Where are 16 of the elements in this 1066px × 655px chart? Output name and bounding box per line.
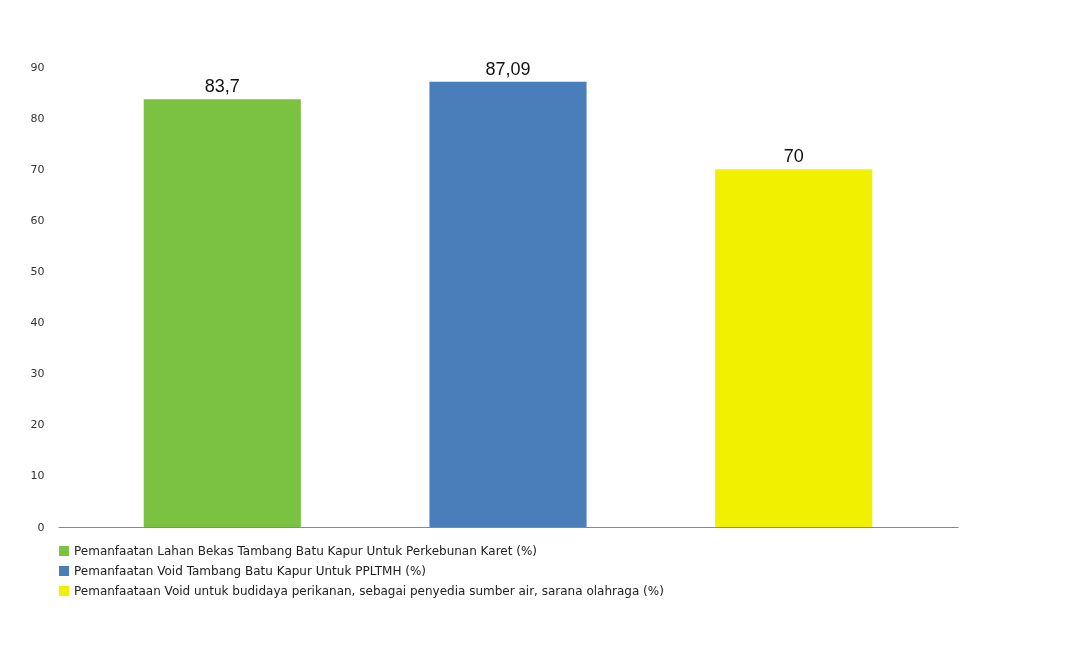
y-tick-label: 70 xyxy=(30,162,45,176)
y-tick-label: 60 xyxy=(30,213,45,227)
y-tick-label: 10 xyxy=(30,469,45,483)
y-tick-label: 30 xyxy=(30,367,45,381)
data-label: 87,09 xyxy=(485,58,531,79)
data-label: 83,7 xyxy=(204,76,240,97)
y-tick-label: 90 xyxy=(30,60,45,74)
data-label: 70 xyxy=(783,146,804,167)
legend-label: Pemanfaatan Void Tambang Batu Kapur Untuk PPLTMH (%) xyxy=(74,564,426,578)
legend-label: Pemanfaataan Void untuk budidaya perikanan, sebagai penyedia sumber air, sarana olahraga (%) xyxy=(74,584,664,598)
y-tick-label: 20 xyxy=(30,418,45,432)
y-tick-label: 50 xyxy=(30,264,45,278)
legend-label: Pemanfaatan Lahan Bekas Tambang Batu Kapur Untuk Perkebunan Karet (%) xyxy=(74,544,537,558)
y-tick-label: 40 xyxy=(30,316,45,330)
y-tick-label: 0 xyxy=(37,520,45,534)
y-tick-label: 80 xyxy=(30,111,45,125)
